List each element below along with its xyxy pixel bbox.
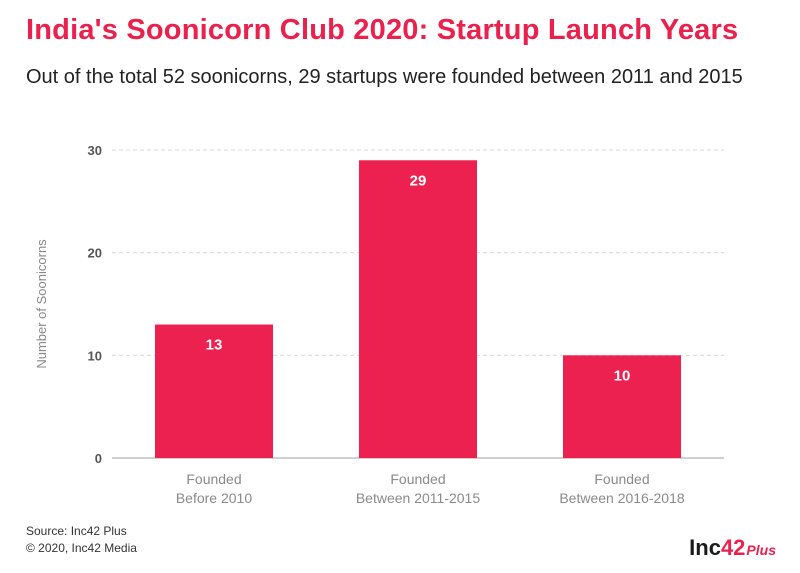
y-tick-label: 0 [95, 451, 102, 466]
y-tick-label: 30 [88, 143, 102, 158]
bar [563, 355, 681, 458]
data-label: 10 [614, 367, 631, 384]
source-note: Source: Inc42 Plus © 2020, Inc42 Media [26, 523, 137, 557]
chart-subtitle: Out of the total 52 soonicorns, 29 start… [26, 66, 743, 88]
y-tick-label: 20 [88, 246, 102, 261]
source-text: Source: Inc42 Plus [26, 524, 127, 538]
chart-title: India's Soonicorn Club 2020: Startup Lau… [26, 14, 739, 46]
data-label: 13 [206, 337, 223, 354]
logo-text-accent: 42 [720, 535, 746, 560]
bar [359, 160, 477, 458]
x-tick-label: Founded [390, 471, 445, 487]
y-axis-title: Number of Soonicorns [34, 239, 49, 369]
copyright-text: © 2020, Inc42 Media [26, 541, 137, 555]
x-tick-label: Founded [186, 471, 241, 487]
inc42-plus-logo: Inc42Plus [689, 536, 776, 562]
bar [155, 324, 273, 458]
logo-text-main: Inc [689, 535, 721, 560]
x-tick-label: Between 2016-2018 [559, 490, 685, 506]
data-label: 29 [410, 172, 427, 189]
x-tick-label: Founded [594, 471, 649, 487]
y-tick-label: 10 [88, 348, 102, 363]
x-tick-label: Before 2010 [176, 490, 252, 506]
logo-text-plus: Plus [746, 542, 776, 558]
x-tick-label: Between 2011-2015 [356, 490, 480, 506]
bar-layer [155, 160, 681, 458]
label-layer: 13 29 10 [206, 172, 631, 384]
